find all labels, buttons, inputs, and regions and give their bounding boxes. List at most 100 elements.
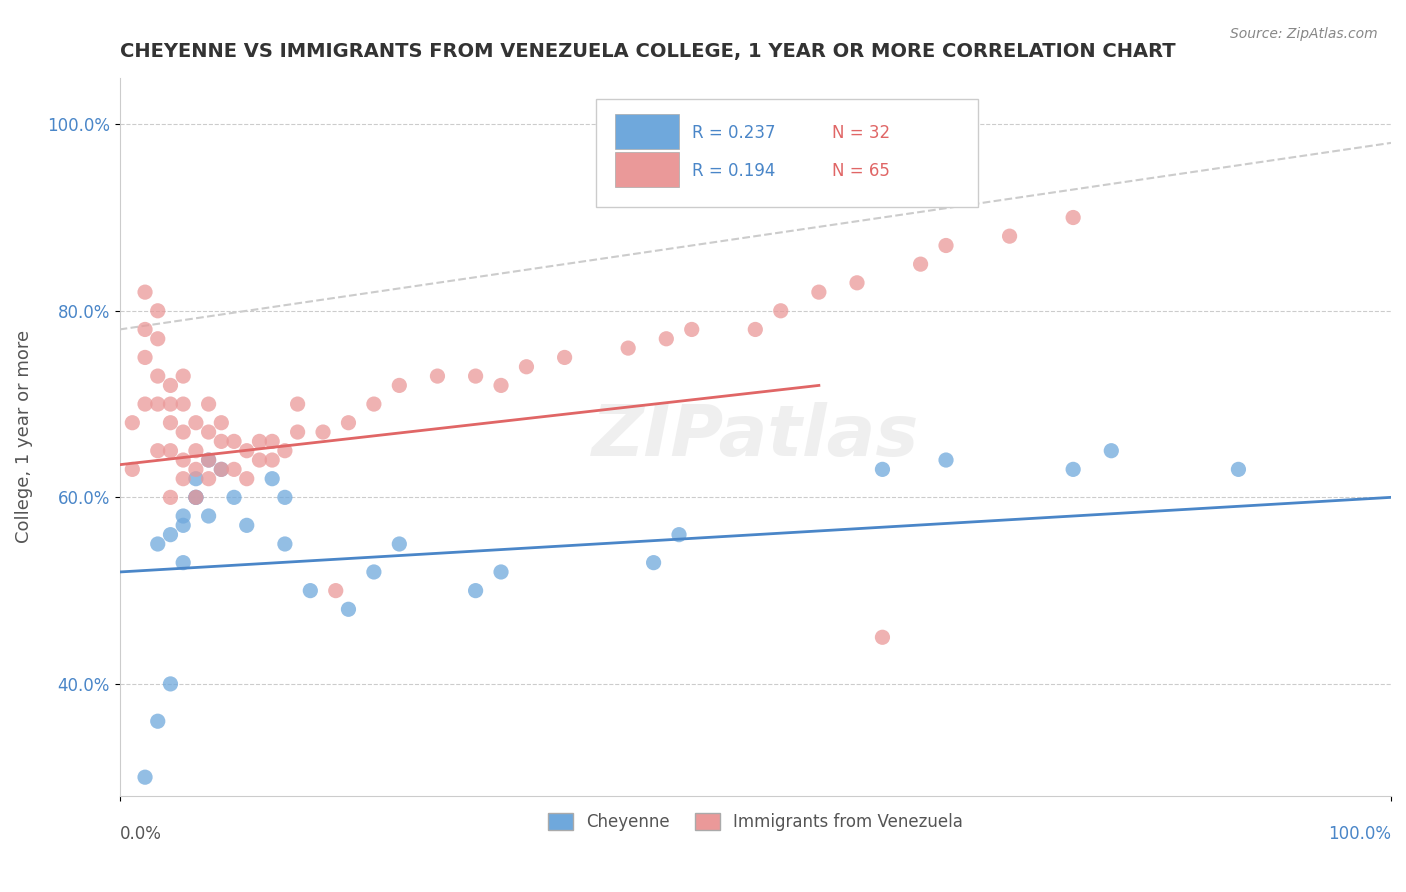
Point [172, 397, 194, 411]
Text: R = 0.237: R = 0.237 [692, 124, 775, 142]
Point [172, 453, 194, 467]
Point [287, 425, 309, 439]
Point [769, 303, 792, 318]
Text: R = 0.194: R = 0.194 [692, 162, 775, 180]
Point [197, 453, 219, 467]
Point [172, 369, 194, 384]
Point [159, 397, 181, 411]
Point [197, 425, 219, 439]
Point [209, 462, 232, 476]
Point [1227, 462, 1250, 476]
Point [872, 630, 894, 644]
Point [235, 443, 257, 458]
Text: Source: ZipAtlas.com: Source: ZipAtlas.com [1230, 27, 1378, 41]
Point [184, 491, 207, 505]
Point [249, 453, 271, 467]
Point [655, 332, 678, 346]
FancyBboxPatch shape [616, 152, 679, 187]
Point [146, 443, 169, 458]
Point [489, 378, 512, 392]
Point [134, 770, 156, 784]
Point [337, 602, 360, 616]
Point [197, 397, 219, 411]
Point [235, 518, 257, 533]
Point [184, 491, 207, 505]
Point [222, 491, 245, 505]
Point [159, 527, 181, 541]
Point [159, 416, 181, 430]
Point [184, 416, 207, 430]
Point [1062, 211, 1084, 225]
Point [274, 443, 297, 458]
Point [262, 453, 284, 467]
Point [197, 453, 219, 467]
Point [337, 416, 360, 430]
Point [744, 322, 766, 336]
Text: N = 65: N = 65 [831, 162, 890, 180]
Point [935, 238, 957, 252]
Point [299, 583, 322, 598]
Legend: Cheyenne, Immigrants from Venezuela: Cheyenne, Immigrants from Venezuela [541, 806, 970, 838]
Point [184, 462, 207, 476]
Point [363, 565, 385, 579]
Point [388, 378, 411, 392]
Point [363, 397, 385, 411]
Point [146, 332, 169, 346]
Point [807, 285, 830, 300]
Point [668, 527, 690, 541]
Point [643, 556, 665, 570]
Point [146, 714, 169, 729]
Point [1099, 443, 1122, 458]
Point [121, 462, 143, 476]
Point [172, 508, 194, 523]
Point [209, 434, 232, 449]
Point [146, 303, 169, 318]
Point [184, 472, 207, 486]
Point [146, 369, 169, 384]
Point [197, 508, 219, 523]
Point [235, 472, 257, 486]
Point [159, 491, 181, 505]
Point [325, 583, 347, 598]
Point [134, 351, 156, 365]
Point [274, 491, 297, 505]
Point [426, 369, 449, 384]
Text: N = 32: N = 32 [831, 124, 890, 142]
Y-axis label: College, 1 year or more: College, 1 year or more [15, 330, 32, 543]
Point [134, 397, 156, 411]
Point [184, 443, 207, 458]
Point [134, 285, 156, 300]
Point [872, 462, 894, 476]
Point [197, 472, 219, 486]
Text: 0.0%: 0.0% [120, 824, 162, 843]
Point [262, 434, 284, 449]
Point [172, 518, 194, 533]
Point [617, 341, 640, 355]
Point [172, 425, 194, 439]
Point [910, 257, 932, 271]
Point [249, 434, 271, 449]
Point [222, 434, 245, 449]
Point [554, 351, 576, 365]
Point [388, 537, 411, 551]
Point [172, 556, 194, 570]
Point [1062, 462, 1084, 476]
Text: CHEYENNE VS IMMIGRANTS FROM VENEZUELA COLLEGE, 1 YEAR OR MORE CORRELATION CHART: CHEYENNE VS IMMIGRANTS FROM VENEZUELA CO… [120, 42, 1175, 61]
Point [146, 537, 169, 551]
Point [846, 276, 869, 290]
Point [998, 229, 1021, 244]
Point [935, 453, 957, 467]
Point [681, 322, 703, 336]
Text: ZIPatlas: ZIPatlas [592, 402, 920, 471]
Point [312, 425, 335, 439]
Point [121, 416, 143, 430]
Point [184, 491, 207, 505]
Point [159, 443, 181, 458]
Point [489, 565, 512, 579]
Point [515, 359, 537, 374]
Point [159, 378, 181, 392]
Point [146, 397, 169, 411]
Point [262, 472, 284, 486]
FancyBboxPatch shape [596, 99, 977, 207]
Point [159, 677, 181, 691]
